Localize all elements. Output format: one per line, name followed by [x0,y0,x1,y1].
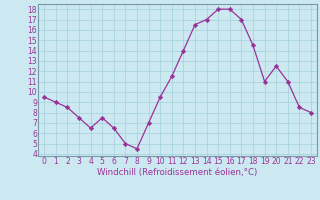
X-axis label: Windchill (Refroidissement éolien,°C): Windchill (Refroidissement éolien,°C) [98,168,258,177]
